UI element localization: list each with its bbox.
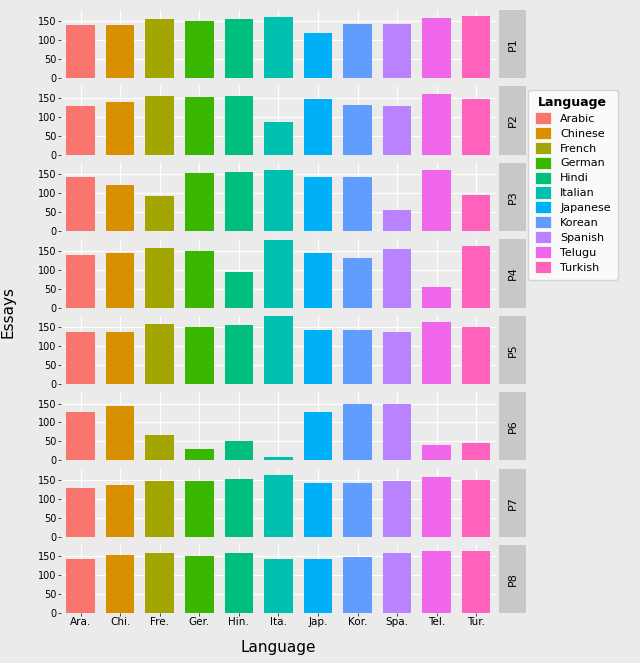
Bar: [67, 559, 95, 613]
Bar: [383, 481, 412, 537]
Bar: [106, 25, 134, 78]
Bar: [185, 449, 214, 460]
Bar: [67, 177, 95, 231]
Bar: [343, 177, 372, 231]
Bar: [106, 485, 134, 537]
Text: Language: Language: [241, 640, 316, 655]
Legend: Arabic, Chinese, French, German, Hindi, Italian, Japanese, Korean, Spanish, Telu: Arabic, Chinese, French, German, Hindi, …: [528, 90, 618, 280]
Bar: [383, 404, 412, 460]
Bar: [383, 106, 412, 154]
Bar: [462, 246, 490, 308]
Bar: [422, 446, 451, 460]
Text: P6: P6: [508, 420, 518, 433]
Bar: [304, 412, 332, 460]
Text: P7: P7: [508, 496, 518, 510]
Bar: [225, 479, 253, 537]
Bar: [67, 412, 95, 460]
Bar: [343, 105, 372, 154]
Text: P3: P3: [508, 190, 518, 204]
Bar: [462, 17, 490, 78]
Bar: [304, 330, 332, 384]
Bar: [145, 196, 174, 231]
Bar: [304, 33, 332, 78]
Bar: [343, 404, 372, 460]
Text: P1: P1: [508, 37, 518, 51]
Bar: [145, 435, 174, 460]
Bar: [106, 185, 134, 231]
Bar: [383, 210, 412, 231]
Bar: [145, 552, 174, 613]
Bar: [422, 552, 451, 613]
Bar: [67, 332, 95, 384]
Bar: [145, 96, 174, 154]
Bar: [343, 258, 372, 308]
Bar: [343, 557, 372, 613]
Bar: [106, 253, 134, 308]
Bar: [106, 102, 134, 154]
Bar: [304, 177, 332, 231]
Bar: [145, 248, 174, 308]
Bar: [304, 253, 332, 308]
Bar: [145, 324, 174, 384]
Bar: [422, 170, 451, 231]
Bar: [106, 332, 134, 384]
Bar: [264, 240, 292, 308]
Bar: [106, 406, 134, 460]
Bar: [67, 25, 95, 78]
Bar: [67, 487, 95, 537]
Bar: [383, 24, 412, 78]
Text: P4: P4: [508, 267, 518, 280]
Bar: [145, 481, 174, 537]
Bar: [343, 483, 372, 537]
Bar: [185, 556, 214, 613]
Bar: [462, 327, 490, 384]
Bar: [106, 554, 134, 613]
Bar: [185, 97, 214, 154]
Bar: [225, 172, 253, 231]
Bar: [304, 483, 332, 537]
Text: P8: P8: [508, 572, 518, 586]
Text: P2: P2: [508, 113, 518, 127]
Bar: [225, 441, 253, 460]
Bar: [422, 94, 451, 154]
Bar: [383, 249, 412, 308]
Bar: [462, 195, 490, 231]
Bar: [264, 17, 292, 78]
Text: P5: P5: [508, 343, 518, 357]
Bar: [343, 330, 372, 384]
Bar: [422, 477, 451, 537]
Bar: [304, 99, 332, 154]
Bar: [462, 480, 490, 537]
Bar: [264, 559, 292, 613]
Bar: [225, 325, 253, 384]
Bar: [225, 96, 253, 154]
Bar: [264, 121, 292, 154]
Bar: [225, 552, 253, 613]
Bar: [185, 481, 214, 537]
Bar: [67, 255, 95, 308]
Bar: [264, 457, 292, 460]
Bar: [304, 559, 332, 613]
Bar: [383, 332, 412, 384]
Bar: [462, 99, 490, 154]
Bar: [225, 19, 253, 78]
Bar: [264, 316, 292, 384]
Bar: [185, 327, 214, 384]
Bar: [422, 286, 451, 308]
Bar: [462, 444, 490, 460]
Bar: [185, 174, 214, 231]
Bar: [67, 106, 95, 154]
Bar: [185, 21, 214, 78]
Bar: [185, 251, 214, 308]
Bar: [264, 475, 292, 537]
Bar: [383, 552, 412, 613]
Bar: [422, 17, 451, 78]
Bar: [145, 19, 174, 78]
Text: Essays: Essays: [0, 286, 15, 337]
Bar: [264, 170, 292, 231]
Bar: [422, 322, 451, 384]
Bar: [462, 552, 490, 613]
Bar: [343, 25, 372, 78]
Bar: [225, 272, 253, 308]
